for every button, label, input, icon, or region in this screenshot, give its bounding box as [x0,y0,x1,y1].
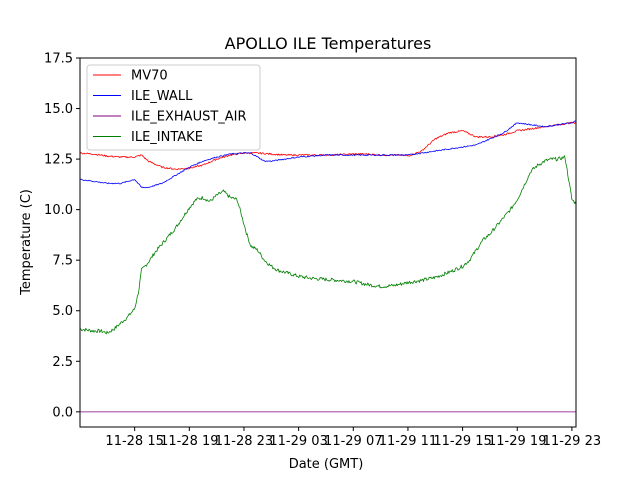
x-tick-label: 11-29 07 [324,434,382,449]
x-axis-title: Date (GMT) [289,457,364,472]
y-axis-title: Temperature (C) [19,189,34,296]
y-tick-label: 15.0 [44,102,73,117]
x-tick-label: 11-29 15 [433,434,491,449]
y-tick-label: 7.5 [52,254,73,269]
y-tick-label: 0.0 [52,405,73,420]
chart-title: APOLLO ILE Temperatures [225,34,432,53]
legend-label: MV70 [131,69,168,84]
y-tick-label: 12.5 [44,153,73,168]
y-tick-label: 17.5 [44,52,73,67]
plot-frame [79,57,577,428]
x-tick-label: 11-29 23 [543,434,601,449]
legend-label: ILE_INTAKE [131,130,203,145]
legend: MV70 ILE_WALL ILE_EXHAUST_AIR ILE_INTAKE [86,64,261,151]
x-tick-label: 11-29 03 [269,434,327,449]
legend-label: ILE_WALL [131,89,193,104]
series-layer [79,120,577,413]
x-tick-label: 11-28 15 [105,434,163,449]
legend-label: ILE_EXHAUST_AIR [131,110,247,125]
y-tick-label: 2.5 [52,355,73,370]
y-axis: 0.0 2.5 5.0 7.5 10.0 12.5 15.0 17.5 [44,52,80,420]
x-tick-label: 11-29 11 [379,434,437,449]
legend-box [86,64,261,151]
x-tick-label: 11-28 23 [215,434,273,449]
x-tick-label: 11-28 19 [160,434,218,449]
series-line-ile-wall [79,120,577,189]
x-tick-label: 11-29 19 [488,434,546,449]
y-tick-label: 5.0 [52,304,73,319]
series-line-ile-intake [79,155,577,335]
y-tick-label: 10.0 [44,203,73,218]
